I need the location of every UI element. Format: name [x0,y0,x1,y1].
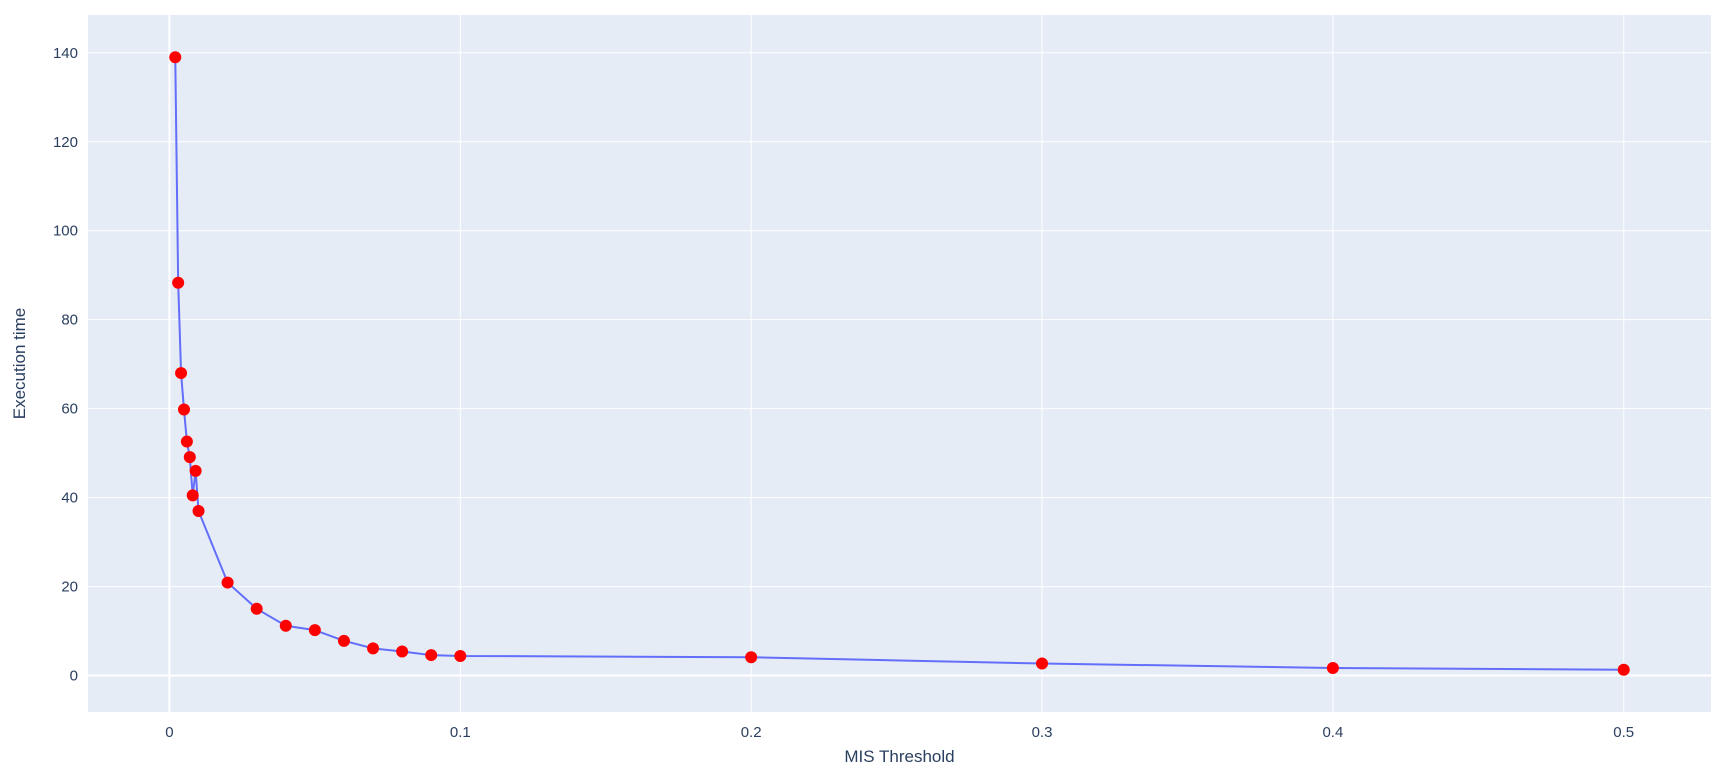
points-layer [169,51,1630,676]
y-axis-title: Execution time [10,308,29,420]
series-layer [174,57,1624,671]
data-point[interactable] [175,367,188,380]
data-point[interactable] [1617,663,1630,676]
data-point[interactable] [169,51,182,64]
x-tick-label: 0.2 [741,724,762,741]
data-point[interactable] [172,276,185,289]
x-axis-title: MIS Threshold [844,747,954,766]
data-point[interactable] [367,642,380,655]
data-point[interactable] [745,651,758,664]
data-point[interactable] [177,403,190,416]
x-gridlines [168,15,1625,712]
y-tick-label: 60 [61,401,78,418]
y-tick-label: 40 [61,490,78,507]
data-point[interactable] [221,576,234,589]
data-point[interactable] [337,634,350,647]
y-gridlines [88,52,1711,677]
series-line [174,57,1624,671]
data-point[interactable] [192,504,205,517]
y-tick-label: 120 [53,134,78,151]
y-tick-labels: 0 20 40 60 80 100 120 140 [53,45,78,685]
data-point[interactable] [454,649,467,662]
data-point[interactable] [189,464,202,477]
y-tick-label: 100 [53,223,78,240]
data-point[interactable] [180,435,193,448]
data-point[interactable] [308,624,321,637]
y-tick-label: 0 [70,668,78,685]
y-tick-label: 80 [61,312,78,329]
data-point[interactable] [1326,661,1339,674]
data-point[interactable] [425,649,438,662]
data-point[interactable] [250,602,263,615]
x-tick-label: 0.5 [1613,724,1634,741]
data-point[interactable] [396,645,409,658]
data-point[interactable] [183,451,196,464]
y-tick-label: 20 [61,579,78,596]
x-tick-label: 0.1 [450,724,471,741]
x-tick-labels: 0 0.1 0.2 0.3 0.4 0.5 [165,724,1634,741]
data-point[interactable] [186,489,199,502]
x-tick-label: 0.3 [1032,724,1053,741]
x-tick-label: 0.4 [1322,724,1343,741]
data-point[interactable] [1036,657,1049,670]
y-tick-label: 140 [53,45,78,62]
data-point[interactable] [279,619,292,632]
plot-area [88,15,1711,712]
x-tick-label: 0 [165,724,173,741]
